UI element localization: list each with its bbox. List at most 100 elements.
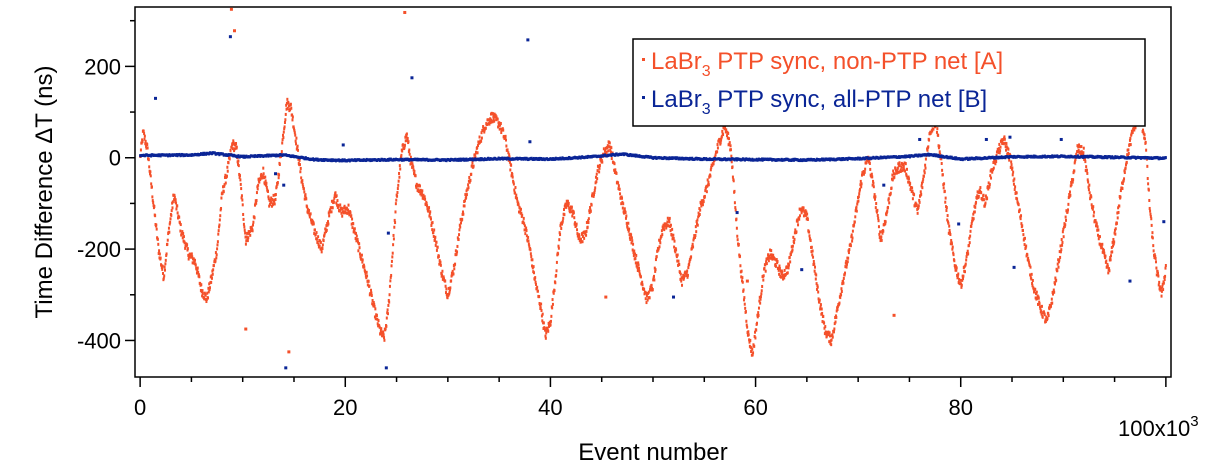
series-a-point [769, 248, 772, 252]
series-a-point [864, 167, 867, 171]
series-a-point [1007, 151, 1009, 155]
series-a-point [645, 294, 648, 298]
series-a-point [586, 225, 589, 229]
series-a-point [1156, 269, 1159, 273]
series-a-point [751, 347, 754, 351]
series-b-outlier-point [918, 137, 922, 141]
series-a-point [139, 148, 142, 152]
series-a-point [1055, 278, 1058, 282]
series-a-point [1058, 258, 1061, 262]
series-a-point [1149, 209, 1152, 213]
series-a-point [292, 125, 295, 129]
series-a-point [575, 222, 578, 226]
series-a-point [844, 265, 847, 269]
series-a-point [835, 315, 838, 319]
series-a-point [360, 257, 363, 261]
series-a-point [488, 122, 491, 126]
series-b-outlier-point [384, 366, 388, 370]
series-a-point [653, 266, 656, 270]
series-a-outlier-point [229, 7, 233, 11]
series-a-point [964, 262, 967, 266]
series-a-point [791, 248, 794, 252]
series-a-point [1040, 304, 1043, 308]
series-a-point [560, 226, 563, 230]
series-a-point [609, 150, 612, 154]
series-a-point [1125, 163, 1128, 167]
series-a-point [714, 153, 717, 157]
y-tick-label: -200 [77, 237, 121, 262]
series-a-point [804, 213, 807, 217]
series-a-point [150, 182, 153, 186]
series-a-point [231, 147, 234, 151]
series-a-point [836, 305, 839, 309]
series-a-point [634, 261, 637, 265]
series-a-point [921, 186, 924, 190]
series-a-point [330, 199, 333, 203]
series-a-point [427, 207, 430, 211]
series-a-point [916, 211, 919, 215]
series-a-point [810, 245, 813, 249]
series-a-point [830, 338, 833, 342]
series-a-point [1164, 274, 1167, 278]
series-a-point [941, 168, 944, 172]
series-a-point [982, 193, 985, 197]
series-a-point [394, 202, 397, 206]
series-a-point [600, 159, 603, 163]
series-a-point [398, 175, 401, 179]
series-a-point [817, 297, 820, 301]
series-a-point [246, 231, 249, 235]
x-axis-multiplier: 100x103 [1118, 413, 1199, 441]
series-a-point [624, 216, 627, 220]
series-a-point [459, 225, 462, 229]
series-a-point [191, 255, 194, 259]
series-a-point [588, 211, 591, 215]
series-a-point [160, 264, 163, 268]
series-a-point [651, 288, 654, 292]
series-a-point [1001, 139, 1004, 143]
series-a-point [845, 259, 848, 263]
series-a-point [699, 208, 702, 212]
series-a-point [326, 222, 329, 226]
series-a-point [1144, 140, 1147, 144]
series-a-point [1052, 288, 1055, 292]
series-a-point [223, 175, 226, 179]
series-a-point [1052, 292, 1054, 296]
series-a-point [371, 299, 374, 303]
series-a-point [490, 118, 493, 122]
series-a-point [675, 255, 678, 259]
series-a-point [1087, 180, 1090, 184]
series-a-point [819, 305, 822, 309]
series-a-point [865, 161, 868, 165]
series-a-point [1153, 253, 1156, 257]
series-a-point [1015, 191, 1018, 195]
series-a-point [538, 303, 541, 307]
series-a-point [935, 130, 938, 134]
series-a-point [156, 237, 159, 241]
series-a-point [293, 129, 296, 133]
series-a-point [975, 196, 978, 200]
series-a-point [246, 239, 249, 243]
series-a-point [963, 270, 966, 274]
series-a-point [920, 184, 923, 188]
series-a-point [529, 248, 532, 252]
series-a-point [515, 193, 518, 197]
series-a-point [1060, 248, 1063, 252]
series-a-point [428, 214, 431, 218]
series-a-point [869, 167, 872, 171]
series-a-point [423, 195, 426, 199]
series-a-point [770, 253, 773, 257]
series-a-point [417, 188, 420, 192]
series-a-point [759, 301, 762, 305]
series-a-point [283, 125, 286, 129]
series-a-point [850, 235, 853, 239]
series-a-point [1155, 273, 1158, 277]
y-tick-label: 200 [84, 54, 121, 79]
series-a-point [398, 164, 401, 168]
series-a-point [523, 228, 526, 232]
series-a-point [238, 174, 241, 178]
series-a-point [667, 218, 670, 222]
series-a-point [240, 196, 243, 200]
series-a-point [812, 255, 815, 259]
series-a-point [572, 211, 575, 215]
series-a-point [315, 237, 318, 241]
